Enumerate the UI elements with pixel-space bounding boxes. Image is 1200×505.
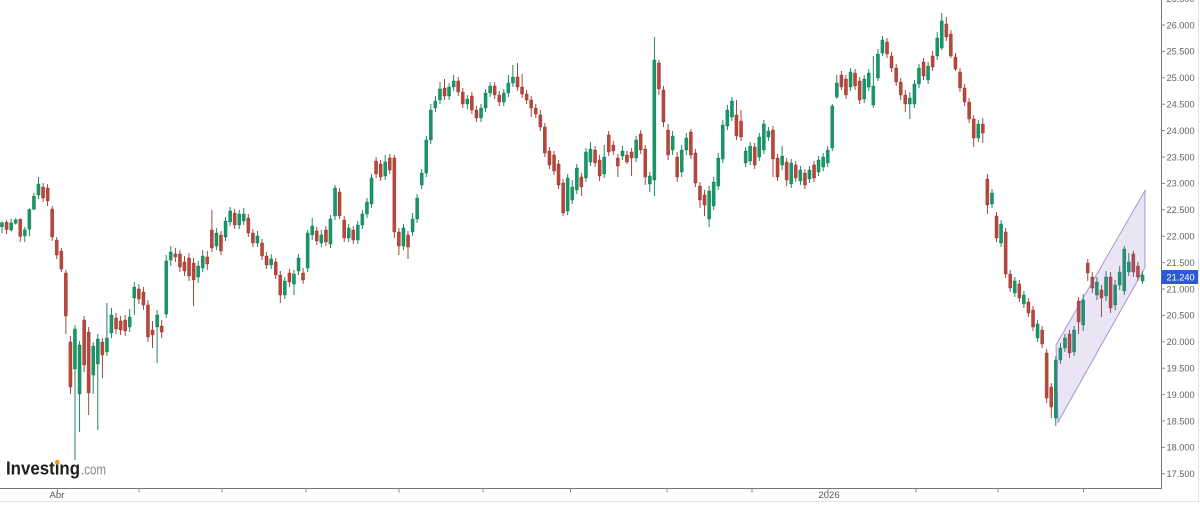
svg-text:.com: .com bbox=[81, 462, 106, 479]
svg-text:26.500: 26.500 bbox=[1167, 0, 1195, 4]
svg-text:2026: 2026 bbox=[818, 490, 839, 501]
svg-text:25.500: 25.500 bbox=[1167, 47, 1195, 57]
svg-text:20.500: 20.500 bbox=[1167, 311, 1195, 321]
svg-text:25.000: 25.000 bbox=[1167, 73, 1195, 83]
svg-text:Investıng: Investıng bbox=[6, 458, 80, 479]
svg-text:26.000: 26.000 bbox=[1167, 20, 1195, 30]
svg-text:22.500: 22.500 bbox=[1167, 205, 1195, 215]
svg-text:24.500: 24.500 bbox=[1167, 100, 1195, 110]
svg-text:18.000: 18.000 bbox=[1167, 443, 1195, 453]
svg-text:21.000: 21.000 bbox=[1167, 284, 1195, 294]
svg-text:19.000: 19.000 bbox=[1167, 390, 1195, 400]
svg-text:19.500: 19.500 bbox=[1167, 364, 1195, 374]
svg-text:20.000: 20.000 bbox=[1167, 337, 1195, 347]
svg-text:21.500: 21.500 bbox=[1167, 258, 1195, 268]
svg-text:24.000: 24.000 bbox=[1167, 126, 1195, 136]
svg-text:22.000: 22.000 bbox=[1167, 232, 1195, 242]
svg-text:17.500: 17.500 bbox=[1167, 469, 1195, 479]
svg-text:23.500: 23.500 bbox=[1167, 152, 1195, 162]
svg-text:23.000: 23.000 bbox=[1167, 179, 1195, 189]
svg-text:18.500: 18.500 bbox=[1167, 416, 1195, 426]
svg-text:21.240: 21.240 bbox=[1167, 272, 1195, 282]
svg-text:Abr: Abr bbox=[50, 490, 66, 501]
